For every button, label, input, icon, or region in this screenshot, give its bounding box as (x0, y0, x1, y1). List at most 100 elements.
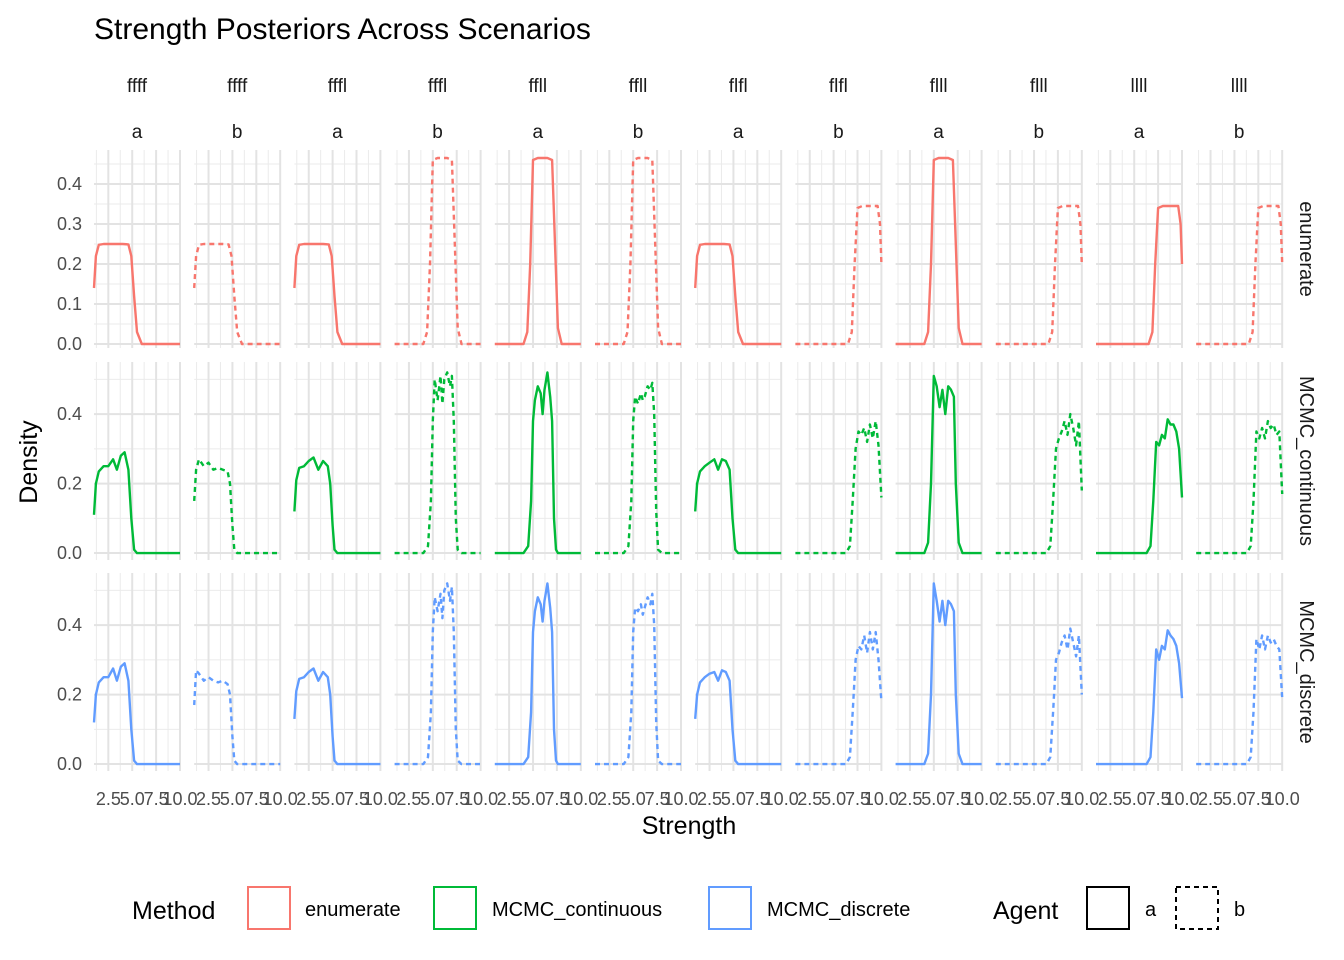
x-tick-label: 10.0 (663, 789, 698, 809)
density-line-MCMC_continuous-a (895, 374, 982, 555)
density-line-MCMC_discrete-b (193, 669, 281, 766)
density-line-enumerate-a (494, 156, 581, 346)
density-line-enumerate-a (293, 242, 381, 346)
col-strip-agent: b (1234, 122, 1245, 143)
x-tick-label: 7.5 (645, 789, 670, 809)
x-tick-label: 5.0 (420, 789, 445, 809)
x-tick-label: 10.0 (162, 789, 197, 809)
col-strip-scenario: flfl (829, 76, 848, 97)
density-line-MCMC_discrete-a (494, 582, 581, 766)
density-line-MCMC_discrete-b (995, 627, 1083, 766)
col-strip-scenario: flll (1030, 76, 1048, 97)
density-line-MCMC_continuous-a (694, 458, 782, 555)
col-strip-scenario: flfl (729, 76, 748, 97)
x-tick-label: 7.5 (544, 789, 569, 809)
legend-label-enumerate: enumerate (305, 899, 401, 921)
density-line-MCMC_continuous-a (494, 371, 581, 555)
col-strip-scenario: fffl (328, 76, 347, 97)
legend-label-agent-a: a (1145, 899, 1157, 921)
col-strip-agent: b (633, 122, 644, 143)
density-line-MCMC_continuous-a (293, 456, 381, 555)
x-tick-label: 10.0 (563, 789, 598, 809)
y-axis-label: Density (15, 420, 43, 504)
legend-label-MCMC_discrete: MCMC_discrete (767, 899, 910, 921)
density-line-enumerate-b (394, 156, 481, 346)
row-strip-label: MCMC_discrete (1295, 600, 1317, 743)
density-line-MCMC_discrete-b (394, 582, 481, 766)
x-tick-label: 5.0 (1222, 789, 1247, 809)
legend-key-MCMC_discrete (708, 886, 752, 930)
density-line-enumerate-a (895, 156, 982, 346)
col-strip-scenario: ffll (528, 76, 547, 97)
x-tick-label: 7.5 (344, 789, 369, 809)
col-strip-agent: a (332, 122, 343, 143)
x-tick-label: 7.5 (845, 789, 870, 809)
y-tick-label: 0.2 (57, 474, 82, 494)
density-line-MCMC_continuous-b (795, 419, 883, 555)
x-tick-label: 10.0 (964, 789, 999, 809)
x-tick-label: 7.5 (444, 789, 469, 809)
x-tick-label: 7.5 (1045, 789, 1070, 809)
x-tick-label: 2.5 (1198, 789, 1223, 809)
density-line-MCMC_discrete-a (895, 582, 982, 766)
row-strip-label: enumerate (1295, 201, 1317, 297)
y-tick-label: 0.3 (57, 214, 82, 234)
col-strip-agent: a (533, 122, 544, 143)
col-strip-scenario: llll (1231, 76, 1248, 97)
col-strip-agent: a (132, 122, 143, 143)
y-tick-label: 0.4 (57, 615, 82, 635)
y-tick-label: 0.4 (57, 404, 82, 424)
x-tick-label: 7.5 (945, 789, 970, 809)
density-line-MCMC_discrete-b (595, 592, 681, 766)
x-tick-label: 7.5 (1246, 789, 1271, 809)
legend-label-MCMC_continuous: MCMC_continuous (492, 899, 662, 921)
density-line-MCMC_continuous-b (1196, 419, 1284, 555)
x-tick-label: 2.5 (196, 789, 221, 809)
y-tick-label: 0.0 (57, 754, 82, 774)
x-tick-label: 5.0 (120, 789, 145, 809)
x-tick-label: 2.5 (296, 789, 321, 809)
density-line-MCMC_continuous-b (394, 371, 481, 555)
density-line-MCMC_discrete-b (1196, 634, 1284, 766)
x-tick-label: 10.0 (764, 789, 799, 809)
col-strip-agent: a (1134, 122, 1145, 143)
x-tick-label: 2.5 (797, 789, 822, 809)
col-strip-agent: b (432, 122, 443, 143)
x-tick-label: 2.5 (1098, 789, 1123, 809)
col-strip-agent: b (232, 122, 243, 143)
col-strip-agent: b (1034, 122, 1045, 143)
density-line-enumerate-b (595, 156, 681, 346)
y-tick-label: 0.2 (57, 254, 82, 274)
x-tick-label: 5.0 (721, 789, 746, 809)
x-tick-label: 5.0 (320, 789, 345, 809)
density-line-MCMC_continuous-a (1096, 418, 1184, 555)
x-tick-label: 7.5 (244, 789, 269, 809)
x-tick-label: 2.5 (597, 789, 622, 809)
x-tick-label: 2.5 (96, 789, 121, 809)
density-line-MCMC_discrete-a (92, 662, 180, 766)
y-tick-label: 0.0 (57, 543, 82, 563)
x-tick-label: 2.5 (697, 789, 722, 809)
x-tick-label: 5.0 (1122, 789, 1147, 809)
x-tick-label: 10.0 (1064, 789, 1099, 809)
density-line-enumerate-b (1196, 204, 1284, 346)
x-tick-label: 10.0 (263, 789, 298, 809)
density-line-MCMC_continuous-b (995, 412, 1083, 555)
density-line-MCMC_continuous-b (193, 458, 281, 555)
col-strip-scenario: fffl (428, 76, 447, 97)
col-strip-scenario: flll (930, 76, 948, 97)
density-line-enumerate-b (795, 204, 883, 346)
col-strip-agent: b (833, 122, 844, 143)
col-strip-scenario: ffll (629, 76, 648, 97)
col-strip-agent: a (733, 122, 744, 143)
x-tick-label: 5.0 (821, 789, 846, 809)
x-tick-label: 5.0 (1022, 789, 1047, 809)
x-tick-label: 5.0 (521, 789, 546, 809)
density-line-MCMC_discrete-a (293, 667, 381, 766)
legend-key-MCMC_continuous (433, 886, 477, 930)
x-tick-label: 10.0 (1164, 789, 1199, 809)
legend-key-agent-b (1175, 886, 1219, 930)
density-line-enumerate-b (193, 242, 281, 346)
density-line-enumerate-a (694, 242, 782, 346)
